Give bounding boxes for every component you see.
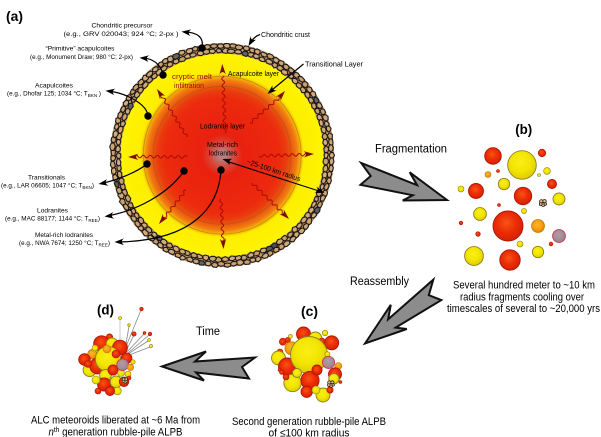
svg-text:timescales of several to ~20,0: timescales of several to ~20,000 yrs [447, 303, 600, 315]
svg-text:Acapulcoite layer: Acapulcoite layer [228, 69, 280, 78]
svg-text:Transitional Layer: Transitional Layer [305, 60, 364, 69]
svg-text:“Primitive” acapulcoites: “Primitive” acapulcoites [46, 46, 116, 53]
svg-text:Fragmentation: Fragmentation [375, 144, 447, 156]
svg-text:Transitionals: Transitionals [28, 175, 66, 182]
svg-text:(e.g., Dhofar 125; 1034 °C; TB: (e.g., Dhofar 125; 1034 °C; TBKN ) [7, 90, 101, 99]
svg-text:Second generation rubble-pile: Second generation rubble-pile ALPB [232, 416, 386, 428]
svg-text:Chondritic precursor: Chondritic precursor [92, 23, 154, 30]
svg-text:Lodranite layer: Lodranite layer [200, 122, 246, 131]
svg-text:Metal-rich: Metal-rich [207, 140, 238, 149]
svg-text:(d): (d) [97, 303, 114, 318]
svg-text:(e.g., Monument Draw; 980 °C;: (e.g., Monument Draw; 980 °C; 2-px) [30, 53, 133, 61]
svg-text:Several hundred meter to ~10 k: Several hundred meter to ~10 km [453, 280, 595, 292]
svg-text:(e.g., GRV 020043; 924 °C; 2-p: (e.g., GRV 020043; 924 °C; 2-px ) [64, 30, 179, 38]
svg-text:radius fragments cooling over: radius fragments cooling over [460, 291, 584, 303]
svg-text:cryptic melt: cryptic melt [172, 72, 212, 81]
svg-text:Reassembly: Reassembly [350, 276, 409, 288]
svg-text:(b): (b) [515, 122, 532, 137]
svg-text:Acapulcoites: Acapulcoites [35, 83, 74, 90]
svg-text:(a): (a) [6, 9, 23, 24]
svg-text:lodranites: lodranites [209, 149, 237, 158]
svg-text:(e.g., NWA 7674; 1250 °C; TREE: (e.g., NWA 7674; 1250 °C; TREE) [19, 239, 110, 248]
svg-text:infiltration: infiltration [174, 81, 204, 90]
svg-text:(e.g., LAR 06605; 1047 °C; TBK: (e.g., LAR 06605; 1047 °C; TBKN) [1, 182, 94, 191]
svg-text:Lodranites: Lodranites [37, 208, 69, 215]
svg-text:ALC meteoroids liberated at ~6: ALC meteoroids liberated at ~6 Ma from [31, 415, 200, 427]
svg-text:(e.g., MAC 88177; 1144 °C; TRE: (e.g., MAC 88177; 1144 °C; TREE) [5, 215, 100, 224]
svg-text:Metal-rich lodranites: Metal-rich lodranites [35, 232, 94, 239]
svg-text:Chondritic crust: Chondritic crust [261, 30, 310, 39]
svg-text:nth generation rubble-pile ALP: nth generation rubble-pile ALPB [49, 425, 183, 437]
svg-text:Time: Time [196, 326, 220, 338]
svg-text:(c): (c) [301, 304, 318, 319]
svg-text:of ≤100 km radius: of ≤100 km radius [269, 428, 350, 437]
